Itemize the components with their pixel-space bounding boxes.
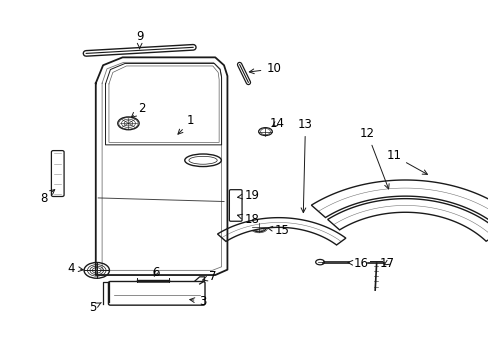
Text: 13: 13	[297, 118, 312, 213]
Text: 5: 5	[88, 301, 101, 314]
Text: 9: 9	[136, 30, 143, 49]
Text: 1: 1	[178, 114, 194, 134]
Text: 14: 14	[268, 117, 284, 130]
FancyBboxPatch shape	[229, 190, 242, 221]
Polygon shape	[217, 218, 345, 245]
Text: 2: 2	[131, 102, 145, 117]
FancyBboxPatch shape	[51, 150, 64, 197]
Text: 15: 15	[267, 224, 289, 237]
Text: 4: 4	[67, 262, 83, 275]
Text: 8: 8	[40, 190, 55, 205]
Text: 19: 19	[237, 189, 259, 202]
Text: 18: 18	[237, 213, 259, 226]
Text: 3: 3	[189, 295, 206, 308]
Text: 12: 12	[359, 127, 388, 189]
Text: 7: 7	[202, 270, 216, 283]
Text: 11: 11	[386, 149, 427, 174]
Polygon shape	[327, 199, 488, 241]
Polygon shape	[311, 180, 488, 231]
Text: 6: 6	[152, 266, 159, 279]
Text: 10: 10	[249, 62, 281, 75]
Text: 16: 16	[347, 257, 368, 270]
Text: 17: 17	[379, 257, 394, 270]
FancyBboxPatch shape	[108, 282, 204, 305]
